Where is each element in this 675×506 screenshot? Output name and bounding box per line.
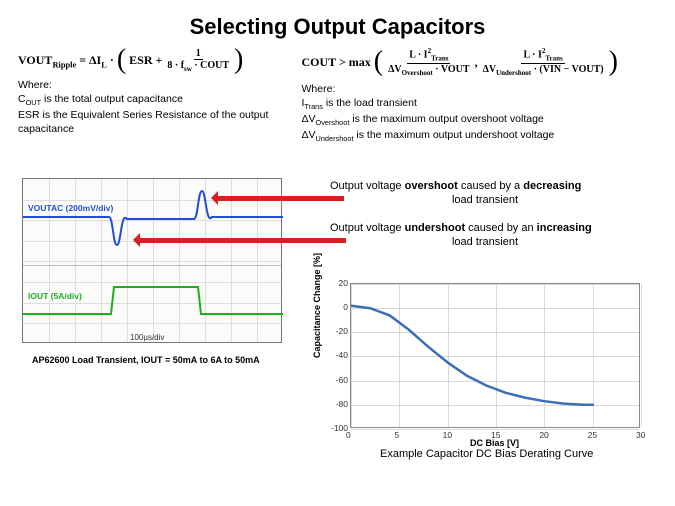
derate-xtick: 15	[491, 430, 500, 440]
derate-xtick: 5	[394, 430, 399, 440]
left-where: Where: COUT is the total output capacita…	[18, 78, 291, 137]
left-formula-col: VOUTRipple = ΔIL · ( ESR + 1 8 · fsw · C…	[18, 48, 291, 144]
derate-ytick: -80	[326, 399, 348, 409]
vout-ripple-equation: VOUTRipple = ΔIL · ( ESR + 1 8 · fsw · C…	[18, 48, 291, 74]
right-formula-col: COUT > max ( L · I2Trans ΔVOvershoot · V…	[301, 48, 657, 144]
overshoot-arrow	[214, 196, 344, 201]
right-where: Where: ITrans is the load transient ΔVOv…	[301, 82, 657, 144]
derate-ytick: -40	[326, 350, 348, 360]
derate-xtick: 10	[443, 430, 452, 440]
derate-ytick: -20	[326, 326, 348, 336]
derate-xtick: 20	[539, 430, 548, 440]
scope-timebase: 100µs/div	[130, 333, 164, 342]
page-title: Selecting Output Capacitors	[0, 0, 675, 48]
formula-row: VOUTRipple = ΔIL · ( ESR + 1 8 · fsw · C…	[0, 48, 675, 144]
scope-traces	[23, 179, 283, 344]
derating-chart	[350, 283, 640, 428]
scope-caption: AP62600 Load Transient, IOUT = 50mA to 6…	[32, 355, 260, 365]
cout-equation: COUT > max ( L · I2Trans ΔVOvershoot · V…	[301, 48, 657, 78]
derate-ytick: -60	[326, 375, 348, 385]
undershoot-arrow	[136, 238, 346, 243]
undershoot-annotation: Output voltage undershoot caused by an i…	[330, 222, 640, 250]
lower-region: VOUTAC (200mV/div)IOUT (5A/div) 100µs/di…	[0, 158, 675, 458]
derate-line	[351, 284, 641, 429]
derate-ytick: 20	[326, 278, 348, 288]
derate-xtick: 25	[588, 430, 597, 440]
derate-ytick: -100	[326, 423, 348, 433]
derate-caption: Example Capacitor DC Bias Derating Curve	[380, 448, 593, 460]
derate-xtick: 30	[636, 430, 645, 440]
derate-ytick: 0	[326, 302, 348, 312]
overshoot-annotation: Output voltage overshoot caused by a dec…	[330, 180, 640, 208]
scope-panel: VOUTAC (200mV/div)IOUT (5A/div)	[22, 178, 282, 343]
derate-ylabel: Capacitance Change [%]	[312, 253, 322, 358]
